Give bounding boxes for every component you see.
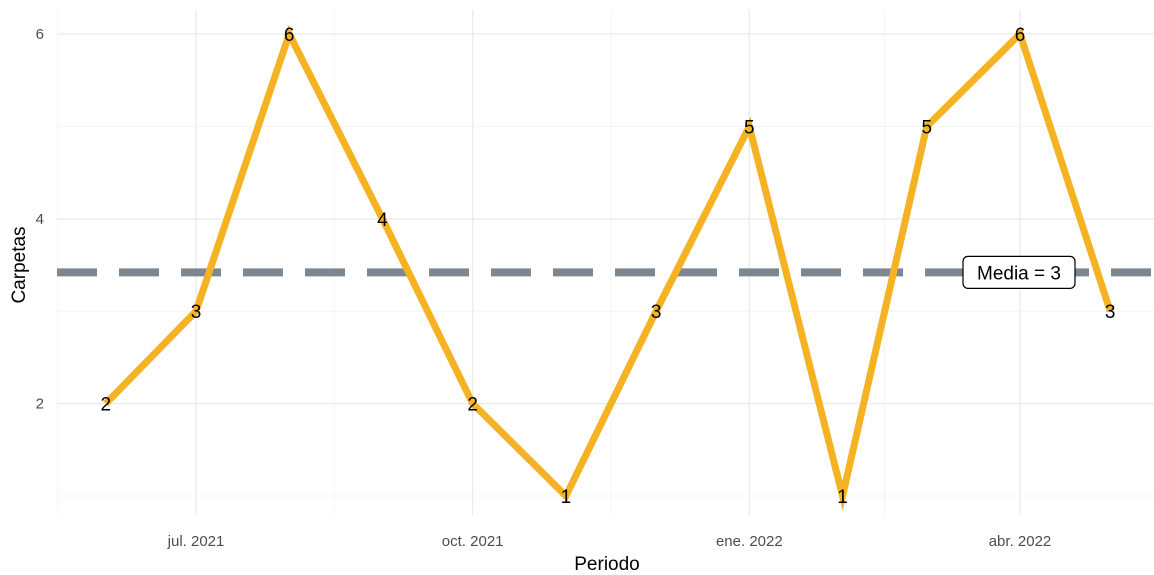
data-label: 3 <box>1105 302 1116 323</box>
data-label: 5 <box>744 117 755 138</box>
label-layer: 2 3 6 4 2 1 3 5 1 5 6 3 Media = 3 <box>100 25 1115 508</box>
data-label: 2 <box>467 395 478 416</box>
data-label: 3 <box>191 302 202 323</box>
data-label: 5 <box>921 117 932 138</box>
data-label: 6 <box>1015 25 1026 46</box>
x-tick-label: oct. 2021 <box>442 533 504 550</box>
x-tick-label: jul. 2021 <box>167 533 225 550</box>
mean-label-box <box>962 255 1076 289</box>
x-tick-label: abr. 2022 <box>989 533 1052 550</box>
data-label: 1 <box>561 487 572 508</box>
x-tick-label: ene. 2022 <box>716 533 783 550</box>
y-tick-label: 2 <box>36 396 44 413</box>
data-label: 3 <box>651 302 662 323</box>
x-axis-title: Periodo <box>574 554 640 575</box>
mean-label: Media = 3 <box>977 263 1061 284</box>
data-label: 2 <box>100 395 111 416</box>
data-label: 6 <box>284 25 295 46</box>
y-tick-label: 6 <box>36 26 44 43</box>
series-line <box>103 24 1114 511</box>
series-layer <box>103 24 1114 511</box>
y-axis-title: Carpetas <box>9 226 30 303</box>
grid-layer <box>57 10 1154 515</box>
axis-layer: jul. 2021 oct. 2021 ene. 2022 abr. 2022 2 4 6 <box>36 26 1052 550</box>
data-label: 1 <box>837 487 848 508</box>
data-label: 4 <box>377 210 388 231</box>
y-tick-label: 4 <box>36 211 44 228</box>
